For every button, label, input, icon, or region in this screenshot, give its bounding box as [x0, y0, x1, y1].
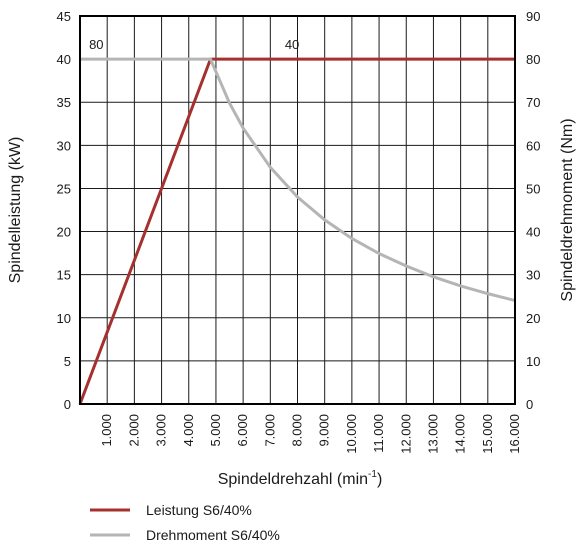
y-axis-right-title: Spindeldrehmoment (Nm)	[559, 118, 576, 301]
series-line-drehmoment	[80, 57, 516, 302]
y-left-tick-label: 25	[57, 181, 71, 196]
x-axis-title-main: Spindeldrehzahl (min	[218, 471, 368, 488]
x-tick-label: 1.000	[99, 414, 114, 447]
y-left-tick-label: 5	[64, 354, 71, 369]
y-left-tick-label: 20	[57, 225, 71, 240]
x-axis-title-tail: )	[377, 471, 382, 488]
y-left-tick-label: 15	[57, 268, 71, 283]
x-tick-label: 6.000	[235, 414, 250, 447]
legend-label-leistung: Leistung S6/40%	[146, 502, 252, 518]
y-right-tick-label: 20	[526, 311, 540, 326]
y-right-tick-label: 70	[526, 95, 540, 110]
x-tick-label: 2.000	[126, 414, 141, 447]
legend-label-drehmoment: Drehmoment S6/40%	[146, 527, 280, 543]
x-axis-title: Spindeldrehzahl (min-1)	[218, 469, 383, 488]
y-right-tick-label: 0	[526, 397, 533, 412]
x-tick-label: 14.000	[453, 414, 468, 454]
x-tick-label: 12.000	[398, 414, 413, 454]
y-left-tick-label: 35	[57, 95, 71, 110]
y-right-tick-label: 80	[526, 52, 540, 67]
plot-area-frame	[79, 15, 516, 405]
x-tick-label: 8.000	[290, 414, 305, 447]
y-right-tick-label: 50	[526, 181, 540, 196]
x-tick-label: 10.000	[344, 414, 359, 454]
y-left-tick-label: 10	[57, 311, 71, 326]
annotation-label: 80	[89, 37, 103, 52]
y-left-tick-label: 45	[57, 9, 71, 24]
legend: Leistung S6/40% Drehmoment S6/40%	[90, 502, 280, 543]
series-layer	[78, 57, 516, 405]
x-tick-label: 7.000	[262, 414, 277, 447]
x-tick-label: 13.000	[425, 414, 440, 454]
y-axis-left-title: Spindelleistung (kW)	[7, 137, 24, 284]
y-left-tick-label: 40	[57, 52, 71, 67]
annotation-label: 40	[285, 37, 299, 52]
y-left-tick-label: 30	[57, 138, 71, 153]
y-right-tick-label: 40	[526, 225, 540, 240]
x-tick-label: 9.000	[317, 414, 332, 447]
x-tick-label: 15.000	[480, 414, 495, 454]
x-tick-label: 4.000	[181, 414, 196, 447]
y-right-tick-label: 30	[526, 268, 540, 283]
tick-layer: 0 5 10 15 20 25 30 35 40 45 0 10 20 30 40 50 60 70 80 90 1.0…	[57, 9, 541, 454]
y-left-tick-label: 0	[64, 397, 71, 412]
y-right-tick-label: 90	[526, 9, 540, 24]
grid-layer	[80, 15, 516, 405]
y-right-tick-label: 60	[526, 138, 540, 153]
x-tick-label: 5.000	[208, 414, 223, 447]
x-tick-label: 16.000	[507, 414, 522, 454]
x-tick-label: 11.000	[371, 414, 386, 453]
x-axis-title-superscript: -1	[368, 469, 377, 480]
x-tick-label: 3.000	[154, 414, 169, 447]
y-right-tick-label: 10	[526, 354, 540, 369]
annotation-layer: 80 40	[89, 37, 299, 52]
